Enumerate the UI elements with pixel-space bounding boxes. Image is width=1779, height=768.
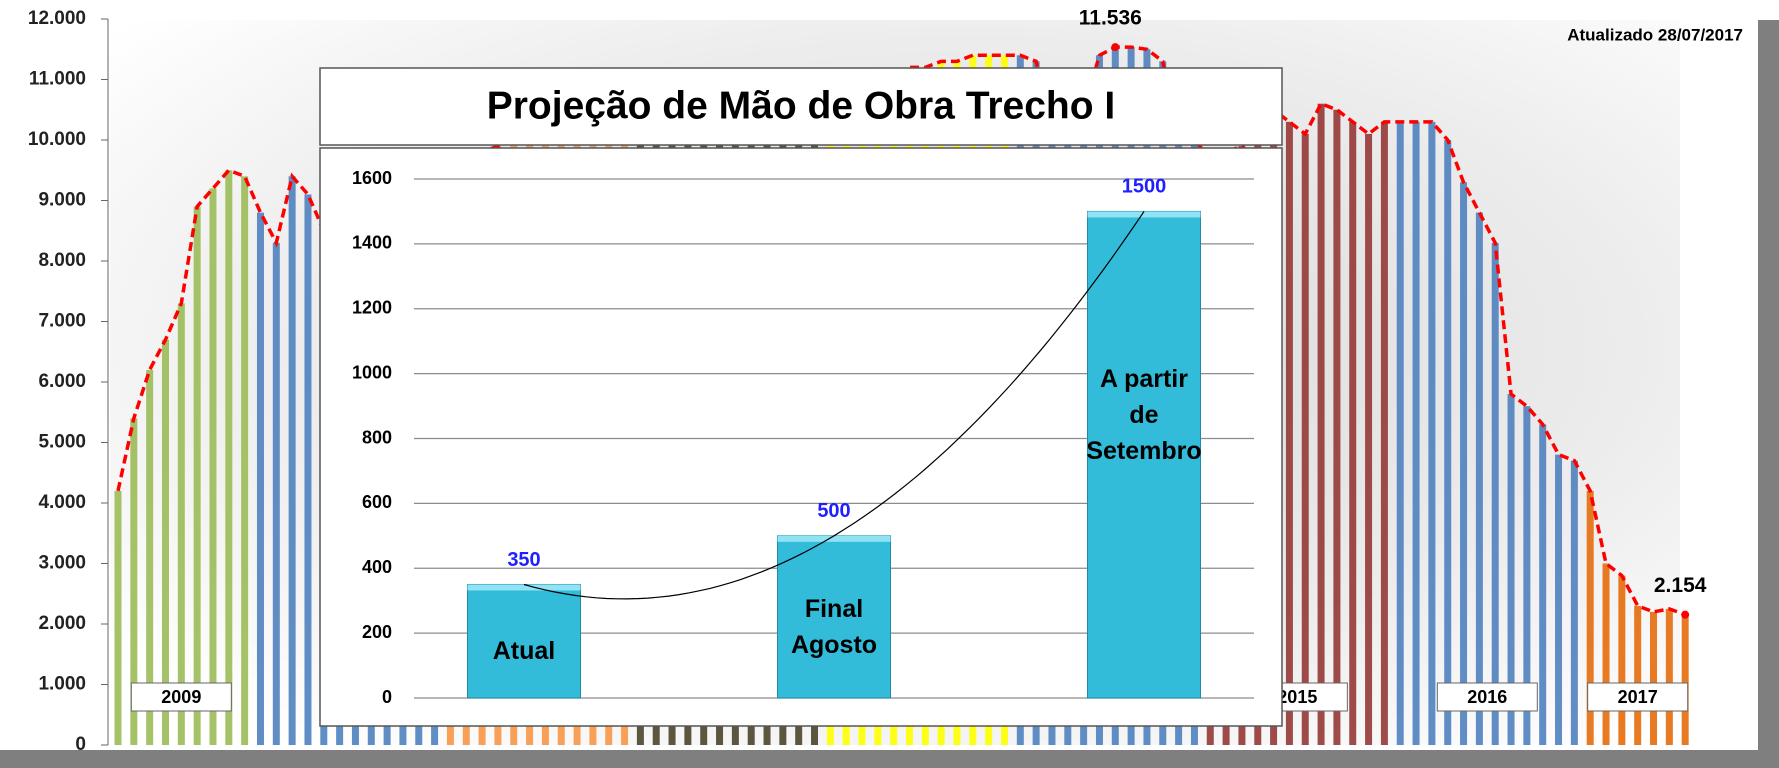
y-tick-label: 2.000 — [38, 613, 86, 634]
bar — [468, 584, 581, 698]
bar — [1571, 461, 1578, 745]
bar — [1318, 104, 1325, 745]
bar — [778, 536, 891, 698]
bar — [1428, 122, 1435, 745]
bar — [1460, 182, 1467, 745]
bar — [257, 213, 264, 745]
y-tick-label: 400 — [362, 557, 392, 577]
y-tick-label: 7.000 — [38, 311, 86, 332]
bar — [273, 243, 280, 745]
annotation-marker — [1681, 611, 1689, 619]
bar — [209, 188, 216, 745]
y-tick-label: 5.000 — [38, 432, 86, 453]
bar — [115, 491, 122, 745]
y-tick-label: 0 — [382, 687, 392, 707]
bar — [1603, 564, 1610, 746]
bar — [1302, 134, 1309, 745]
y-tick-label: 9.000 — [38, 190, 86, 211]
y-tick-label: 1400 — [352, 233, 392, 253]
bar — [1333, 110, 1340, 745]
inset-chart: Projeção de Mão de Obra Trecho I 0 200 400… — [320, 68, 1282, 726]
value-label: 1500 — [1122, 176, 1167, 198]
bar — [1492, 243, 1499, 745]
y-tick-label: 1000 — [352, 362, 392, 382]
y-tick-label: 10.000 — [28, 129, 86, 150]
bar — [178, 303, 185, 745]
y-tick-label: 600 — [362, 492, 392, 512]
bar — [1666, 609, 1673, 745]
bar — [241, 176, 248, 745]
annotation: 11.536 — [1079, 7, 1142, 30]
year-label: 2017 — [1618, 687, 1658, 707]
bar-cap — [778, 536, 891, 542]
bar — [194, 207, 201, 745]
bar — [1349, 122, 1356, 745]
y-tick-label: 6.000 — [38, 371, 86, 392]
bar — [1397, 122, 1404, 745]
bar — [1650, 612, 1657, 745]
bar — [1286, 122, 1293, 745]
year-label: 2015 — [1277, 687, 1317, 707]
bottom-shadow — [0, 750, 1779, 768]
bar-cap — [468, 584, 581, 590]
inset-title: Projeção de Mão de Obra Trecho I — [487, 84, 1116, 127]
bar — [1539, 424, 1546, 745]
bar — [1365, 134, 1372, 745]
bar — [304, 194, 311, 745]
annotation-marker — [1111, 43, 1119, 51]
y-tick-label: 11.000 — [29, 69, 86, 90]
y-tick-label: 1600 — [352, 168, 392, 188]
y-tick-label: 800 — [362, 427, 392, 447]
right-shadow — [1758, 20, 1779, 768]
bar — [289, 176, 296, 745]
bar — [1444, 140, 1451, 745]
bar — [1555, 455, 1562, 745]
page: 0 1.000 2.000 3.000 4.000 5.000 6.000 7.000 8.00… — [0, 0, 1779, 768]
value-label: 350 — [507, 549, 540, 571]
chart: 0 1.000 2.000 3.000 4.000 5.000 6.000 7.000 8.00… — [0, 0, 1779, 768]
y-tick-label: 12.000 — [28, 8, 86, 29]
bar — [1413, 122, 1420, 745]
bar — [1634, 606, 1641, 745]
bar — [1476, 213, 1483, 745]
value-label: 500 — [817, 500, 850, 522]
y-tick-label: 1.000 — [38, 674, 86, 695]
y-tick-label: 1200 — [352, 298, 392, 318]
bar — [1088, 211, 1201, 698]
bar — [225, 170, 232, 745]
updated-note: Atualizado 28/07/2017 — [1567, 25, 1743, 44]
y-tick-label: 200 — [362, 622, 392, 642]
year-label: 2009 — [161, 687, 201, 707]
annotation: 2.154 — [1654, 574, 1707, 597]
bar — [1618, 576, 1625, 745]
bar — [1381, 122, 1388, 745]
y-tick-label: 4.000 — [38, 492, 86, 513]
y-tick-label: 8.000 — [38, 250, 86, 271]
y-tick-label: 3.000 — [38, 553, 86, 574]
bar — [1682, 615, 1689, 745]
year-label: 2016 — [1467, 687, 1507, 707]
